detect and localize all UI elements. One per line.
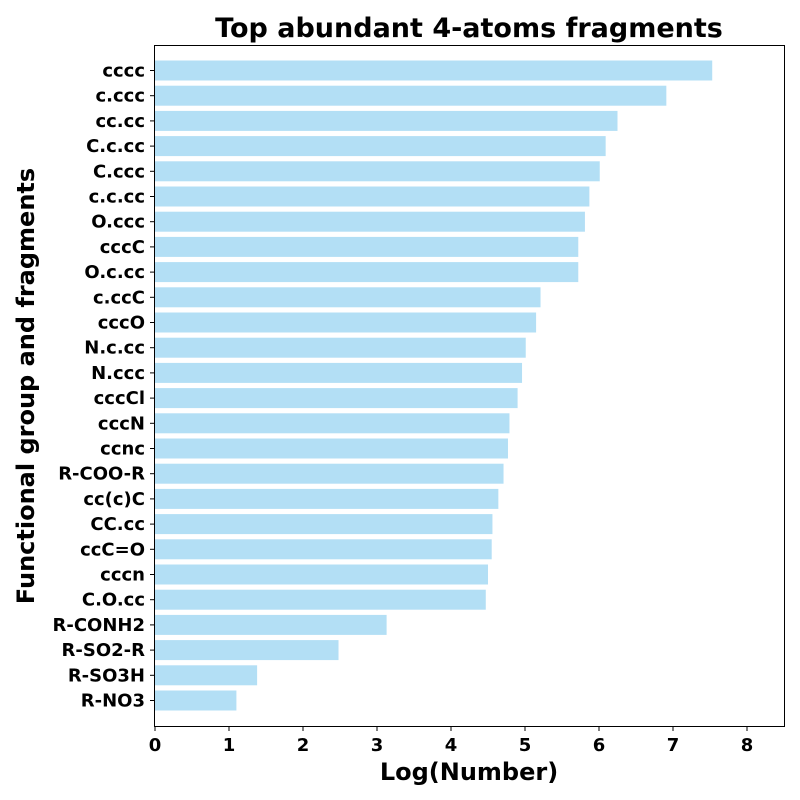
y-axis-label: Functional group and fragments <box>12 168 40 604</box>
bar-20 <box>155 564 488 585</box>
plot-frame <box>154 45 785 727</box>
bar-22 <box>155 614 387 635</box>
y-tick-label-11: N.c.cc <box>84 338 145 359</box>
bar-21 <box>155 589 486 610</box>
y-tick-label-1: c.ccc <box>95 86 145 107</box>
x-tick-label-0: 0 <box>149 735 162 756</box>
bar-11 <box>155 337 526 358</box>
bar-1 <box>155 85 667 106</box>
x-tick-label-6: 6 <box>593 735 606 756</box>
y-tick-label-2: cc.cc <box>95 111 145 132</box>
y-tick-label-15: ccnc <box>100 439 145 460</box>
bar-13 <box>155 388 518 409</box>
x-tick-label-8: 8 <box>741 735 754 756</box>
y-tick-label-22: R-CONH2 <box>53 615 146 636</box>
y-tick-label-13: cccCl <box>94 388 145 409</box>
bar-15 <box>155 438 508 459</box>
bar-19 <box>155 539 492 560</box>
y-tick-label-20: cccn <box>100 565 145 586</box>
bar-16 <box>155 463 504 484</box>
bar-6 <box>155 211 585 232</box>
y-tick-label-24: R-SO3H <box>68 665 145 686</box>
y-tick-label-19: ccC=O <box>80 539 145 560</box>
y-axis-ticks: cccc c.ccc cc.cc C.c.cc C.ccc c.c.cc O.ccc cccC… <box>53 61 155 712</box>
x-tick-label-3: 3 <box>371 735 384 756</box>
y-tick-label-4: C.ccc <box>93 161 145 182</box>
x-axis-label: Log(Number) <box>380 758 558 786</box>
bar-25 <box>155 690 237 711</box>
bar-4 <box>155 161 600 182</box>
x-tick-label-2: 2 <box>297 735 310 756</box>
y-tick-label-9: c.ccC <box>93 287 145 308</box>
chart-title: Top abundant 4-atoms fragments <box>215 13 723 44</box>
bars-group <box>155 60 713 711</box>
bar-9 <box>155 287 541 308</box>
x-tick-label-7: 7 <box>667 735 680 756</box>
y-tick-label-7: cccC <box>100 237 145 258</box>
bar-3 <box>155 136 606 157</box>
bar-18 <box>155 514 493 535</box>
y-tick-label-3: C.c.cc <box>86 136 145 157</box>
bar-2 <box>155 110 618 131</box>
y-tick-label-21: C.O.cc <box>82 590 145 611</box>
y-tick-label-16: R-COO-R <box>58 464 145 485</box>
x-axis-ticks: 0 1 2 3 4 5 6 7 8 <box>149 726 754 756</box>
bar-8 <box>155 262 579 283</box>
y-tick-label-0: cccc <box>102 61 145 82</box>
y-tick-label-5: c.c.cc <box>89 187 145 208</box>
bar-0 <box>155 60 713 81</box>
bar-14 <box>155 413 510 434</box>
bar-24 <box>155 665 258 686</box>
bar-23 <box>155 640 339 661</box>
bar-10 <box>155 312 537 333</box>
y-tick-label-23: R-SO2-R <box>62 640 146 661</box>
y-tick-label-8: O.c.cc <box>84 262 145 283</box>
y-tick-label-12: N.ccc <box>91 363 145 384</box>
x-tick-label-1: 1 <box>223 735 236 756</box>
bar-12 <box>155 362 523 383</box>
y-tick-label-17: cc(c)C <box>83 489 145 510</box>
x-tick-label-5: 5 <box>519 735 532 756</box>
bar-5 <box>155 186 590 207</box>
y-tick-label-6: O.ccc <box>91 212 145 233</box>
y-tick-label-14: cccN <box>98 413 145 434</box>
y-tick-label-10: cccO <box>98 313 145 334</box>
bar-7 <box>155 236 579 257</box>
bar-17 <box>155 488 499 509</box>
y-tick-label-18: CC.cc <box>90 514 145 535</box>
y-tick-label-25: R-NO3 <box>81 691 145 712</box>
x-tick-label-4: 4 <box>445 735 458 756</box>
